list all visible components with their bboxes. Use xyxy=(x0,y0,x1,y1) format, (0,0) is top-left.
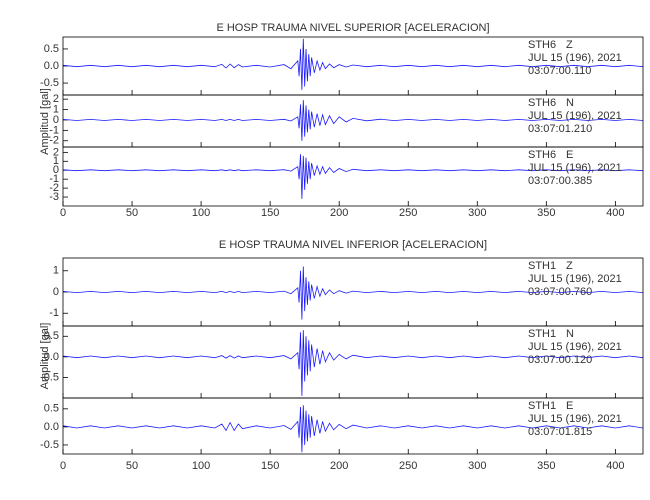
station-label: STH6 xyxy=(528,39,556,51)
x-tick-label: 400 xyxy=(606,207,624,219)
y-tick-label: -0.5 xyxy=(40,439,59,451)
station-label: STH1 xyxy=(528,400,556,412)
x-tick-label: 100 xyxy=(192,460,210,472)
date-label: JUL 15 (196), 2021 xyxy=(528,162,622,174)
x-tick-label: 250 xyxy=(399,460,417,472)
y-tick-label: 0.5 xyxy=(44,403,59,415)
date-label: JUL 15 (196), 2021 xyxy=(528,413,622,425)
x-tick-label: 50 xyxy=(126,460,138,472)
y-tick-label: 1 xyxy=(53,155,59,167)
time-label: 03:07:01.815 xyxy=(528,426,592,438)
x-tick-label: 250 xyxy=(399,207,417,219)
date-label: JUL 15 (196), 2021 xyxy=(528,273,622,285)
y-tick-label: 0 xyxy=(53,286,59,298)
date-label: JUL 15 (196), 2021 xyxy=(528,52,622,64)
date-label: JUL 15 (196), 2021 xyxy=(528,110,622,122)
x-tick-label: 400 xyxy=(606,460,624,472)
y-tick-label: -0.5 xyxy=(40,77,59,89)
y-tick-label: 0 xyxy=(53,164,59,176)
y-tick-label: -3 xyxy=(49,191,59,203)
waveform xyxy=(62,38,644,90)
y-tick-label: 2 xyxy=(53,146,59,158)
waveform xyxy=(62,154,644,199)
x-tick-label: 150 xyxy=(261,460,279,472)
x-tick-label: 200 xyxy=(330,460,348,472)
time-label: 03:07:00.385 xyxy=(528,175,592,187)
y-tick-label: 1 xyxy=(53,103,59,115)
component-label: Z xyxy=(566,260,573,272)
x-tick-label: 300 xyxy=(468,207,486,219)
waveform xyxy=(62,266,644,320)
y-tick-label: 0.0 xyxy=(44,351,59,363)
y-tick-label: -2 xyxy=(49,182,59,194)
time-label: 03:07:00.120 xyxy=(528,354,592,366)
chart-title: E HOSP TRAUMA NIVEL INFERIOR [ACELERACIO… xyxy=(219,239,487,251)
x-tick-label: 50 xyxy=(126,207,138,219)
station-label: STH6 xyxy=(528,97,556,109)
x-tick-label: 200 xyxy=(330,207,348,219)
y-tick-label: 0.5 xyxy=(44,330,59,342)
y-tick-label: 0.0 xyxy=(44,60,59,72)
y-tick-label: -1 xyxy=(49,124,59,136)
component-label: N xyxy=(566,97,574,109)
time-label: 03:07:00.110 xyxy=(528,65,591,77)
x-tick-label: 350 xyxy=(537,207,555,219)
y-tick-label: 2 xyxy=(53,93,59,105)
y-axis-label: Amplitud [gal] xyxy=(39,88,51,155)
component-label: E xyxy=(566,149,573,161)
station-label: STH6 xyxy=(528,149,556,161)
component-label: Z xyxy=(566,39,573,51)
date-label: JUL 15 (196), 2021 xyxy=(528,341,622,353)
y-tick-label: 0.0 xyxy=(44,421,59,433)
time-label: 03:07:01.210 xyxy=(528,123,592,135)
y-tick-label: 0 xyxy=(53,114,59,126)
y-tick-label: -0.5 xyxy=(40,371,59,383)
x-tick-label: 350 xyxy=(537,460,555,472)
y-tick-label: -2 xyxy=(49,135,59,147)
x-tick-label: 150 xyxy=(261,207,279,219)
component-label: E xyxy=(566,400,573,412)
x-tick-label: 0 xyxy=(60,460,66,472)
panel-frame xyxy=(62,146,644,207)
y-tick-label: 0.5 xyxy=(44,43,59,55)
waveform xyxy=(62,100,644,141)
y-tick-label: -1 xyxy=(49,307,59,319)
y-axis-label: Amplitud [gal] xyxy=(39,323,51,390)
panel-frame xyxy=(62,397,644,455)
waveform xyxy=(62,405,644,453)
waveform xyxy=(62,330,644,396)
x-tick-label: 300 xyxy=(468,460,486,472)
chart-title: E HOSP TRAUMA NIVEL SUPERIOR [ACELERACIO… xyxy=(216,22,489,34)
x-tick-label: 0 xyxy=(60,207,66,219)
station-label: STH1 xyxy=(528,328,556,340)
station-label: STH1 xyxy=(528,260,556,272)
x-tick-label: 100 xyxy=(192,207,210,219)
y-tick-label: -1 xyxy=(49,173,59,185)
time-label: 03:07:00.760 xyxy=(528,286,592,298)
y-tick-label: 1 xyxy=(53,265,59,277)
component-label: N xyxy=(566,328,574,340)
